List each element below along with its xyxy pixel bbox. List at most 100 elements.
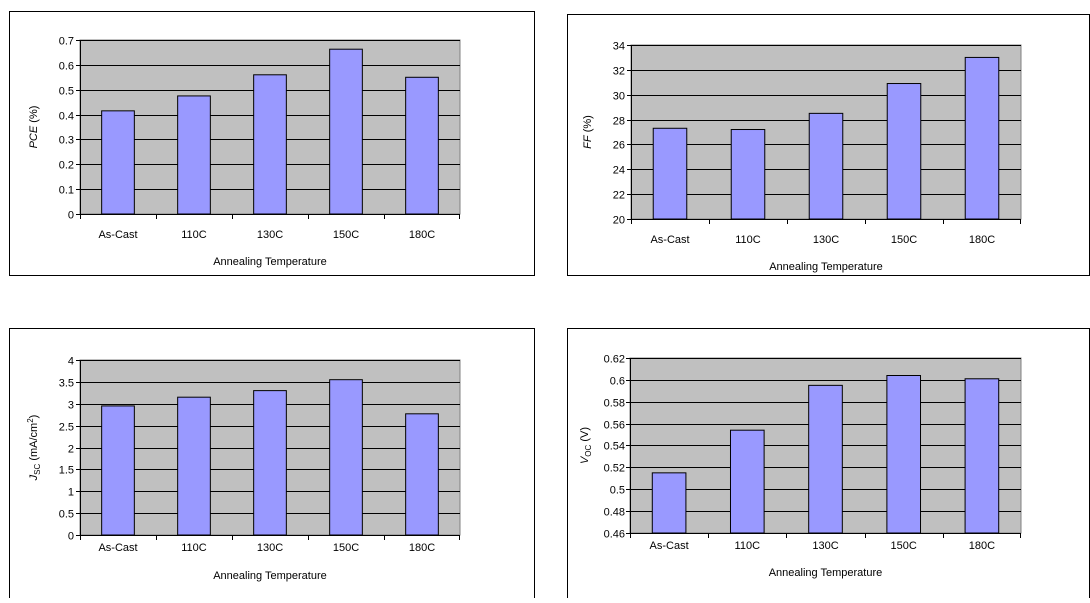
pce-chart-panel: 0 0.1 0.2 0.3 0.4 0.5 0.6 0.7 As-Cast 110C 130C 150… bbox=[0, 0, 548, 294]
y-axis-ticks: 0 0.5 1 1.5 2 2.5 3 3.5 4 bbox=[59, 356, 80, 543]
x-category-label: 130C bbox=[257, 542, 283, 554]
y-tick-label: 0.4 bbox=[59, 111, 74, 123]
y-axis-title-unit: (mA/cm bbox=[28, 423, 40, 464]
x-category-label: 150C bbox=[891, 540, 917, 552]
y-axis-title-main: PCE bbox=[28, 125, 40, 148]
bar-130c bbox=[253, 390, 287, 536]
pce-chart-svg: 0 0.1 0.2 0.3 0.4 0.5 0.6 0.7 As-Cast 110C 130C 150… bbox=[9, 11, 535, 276]
y-tick-label: 3.5 bbox=[59, 378, 74, 390]
x-category-label: 180C bbox=[409, 229, 435, 241]
y-axis-title-sup: 2 bbox=[26, 418, 35, 423]
y-axis-title-unit: (V) bbox=[579, 427, 591, 445]
x-axis-categories: As-Cast 110C 130C 150C 180C bbox=[80, 214, 460, 241]
voc-chart-panel: 0.46 0.48 0.5 0.52 0.54 0.56 0.58 0.6 0.62 As-Cas… bbox=[563, 318, 1090, 603]
bar-180c bbox=[964, 56, 1000, 220]
y-tick-label: 0.54 bbox=[604, 441, 625, 453]
y-tick-label: 0 bbox=[68, 210, 74, 222]
y-tick-label: 4 bbox=[68, 356, 74, 368]
y-axis-title-unit: (%) bbox=[582, 115, 594, 135]
y-tick-label: 0.46 bbox=[604, 529, 625, 541]
bar-130c bbox=[808, 384, 843, 534]
x-category-label: As-Cast bbox=[650, 234, 689, 246]
x-category-label: 180C bbox=[969, 540, 995, 552]
bars bbox=[651, 375, 1000, 534]
x-category-label: 130C bbox=[812, 540, 838, 552]
y-tick-label: 0.62 bbox=[604, 354, 625, 366]
y-tick-label: 0.3 bbox=[59, 135, 74, 147]
x-category-label: As-Cast bbox=[650, 540, 689, 552]
bars bbox=[101, 48, 439, 215]
bar-180c bbox=[405, 413, 439, 536]
bar-as-cast bbox=[101, 110, 135, 215]
bar-180c bbox=[964, 378, 1000, 534]
y-tick-label: 0.2 bbox=[59, 160, 74, 172]
y-axis-title-unit: (%) bbox=[28, 106, 40, 126]
y-axis-title-close: ) bbox=[28, 415, 40, 419]
x-axis-title: Annealing Temperature bbox=[213, 570, 327, 582]
x-category-label: 130C bbox=[813, 234, 839, 246]
bar-as-cast bbox=[652, 127, 688, 220]
y-tick-label: 24 bbox=[613, 165, 625, 177]
x-category-label: 150C bbox=[891, 234, 917, 246]
bars bbox=[652, 56, 1000, 220]
y-axis-title-main: FF bbox=[582, 134, 594, 149]
x-category-label: 110C bbox=[181, 229, 207, 241]
bar-180c bbox=[405, 76, 439, 215]
ff-chart-panel: 20 22 24 26 28 30 32 34 As-Cast 110C 130C 150C 180C A… bbox=[563, 0, 1090, 294]
y-axis-ticks: 20 22 24 26 28 30 32 34 bbox=[613, 41, 631, 227]
x-axis-title: Annealing Temperature bbox=[769, 567, 883, 579]
y-tick-label: 26 bbox=[613, 140, 625, 152]
x-axis-categories: As-Cast 110C 130C 150C 180C bbox=[631, 219, 1021, 246]
y-axis-title: VOC (V) bbox=[579, 427, 593, 464]
jsc-chart-svg: 0 0.5 1 1.5 2 2.5 3 3.5 4 As-Cast 110C 130C 150C 180C… bbox=[9, 328, 535, 603]
x-axis-title: Annealing Temperature bbox=[213, 256, 327, 268]
x-axis-categories: As-Cast 110C 130C 150C 180C bbox=[630, 533, 1021, 552]
x-category-label: As-Cast bbox=[98, 542, 137, 554]
x-category-label: 150C bbox=[333, 229, 359, 241]
voc-chart-svg: 0.46 0.48 0.5 0.52 0.54 0.56 0.58 0.6 0.62 As-Cas… bbox=[567, 328, 1090, 603]
bar-as-cast bbox=[651, 472, 687, 534]
x-category-label: 180C bbox=[969, 234, 995, 246]
y-tick-label: 0.7 bbox=[59, 36, 74, 48]
x-category-label: 130C bbox=[257, 229, 283, 241]
x-axis-categories: As-Cast 110C 130C 150C 180C bbox=[80, 535, 460, 554]
bar-150c bbox=[886, 83, 922, 220]
y-tick-label: 2.5 bbox=[59, 422, 74, 434]
y-tick-label: 1 bbox=[68, 487, 74, 499]
y-axis-title-main: V bbox=[579, 455, 591, 464]
y-tick-label: 0.5 bbox=[59, 509, 74, 521]
bar-110c bbox=[729, 429, 765, 534]
y-axis-title: FF (%) bbox=[582, 115, 594, 149]
y-axis-ticks: 0.46 0.48 0.5 0.52 0.54 0.56 0.58 0.6 0.62 bbox=[604, 354, 630, 541]
y-tick-label: 0.6 bbox=[59, 61, 74, 73]
y-tick-label: 0.1 bbox=[59, 185, 74, 197]
y-tick-label: 22 bbox=[613, 190, 625, 202]
x-axis-title: Annealing Temperature bbox=[769, 261, 883, 273]
y-tick-label: 0.52 bbox=[604, 463, 625, 475]
y-tick-label: 0.56 bbox=[604, 420, 625, 432]
y-tick-label: 1.5 bbox=[59, 465, 74, 477]
y-tick-label: 2 bbox=[68, 444, 74, 456]
y-tick-label: 0 bbox=[68, 531, 74, 543]
y-axis-title: PCE (%) bbox=[28, 106, 40, 149]
bar-110c bbox=[177, 95, 211, 215]
y-tick-label: 0.5 bbox=[610, 485, 625, 497]
y-tick-label: 30 bbox=[613, 91, 625, 103]
bar-130c bbox=[253, 74, 287, 215]
y-tick-label: 28 bbox=[613, 116, 625, 128]
bar-110c bbox=[177, 396, 211, 536]
bar-110c bbox=[730, 129, 766, 220]
y-tick-label: 0.6 bbox=[610, 376, 625, 388]
bar-130c bbox=[808, 112, 844, 220]
y-axis-title-main: J bbox=[28, 474, 40, 481]
y-axis-title-sub: OC bbox=[584, 444, 593, 456]
bar-as-cast bbox=[101, 405, 135, 536]
x-category-label: As-Cast bbox=[98, 229, 137, 241]
y-tick-label: 0.58 bbox=[604, 398, 625, 410]
x-category-label: 110C bbox=[181, 542, 207, 554]
x-category-label: 180C bbox=[409, 542, 435, 554]
y-tick-label: 0.48 bbox=[604, 507, 625, 519]
x-category-label: 110C bbox=[735, 234, 761, 246]
y-tick-label: 3 bbox=[68, 400, 74, 412]
